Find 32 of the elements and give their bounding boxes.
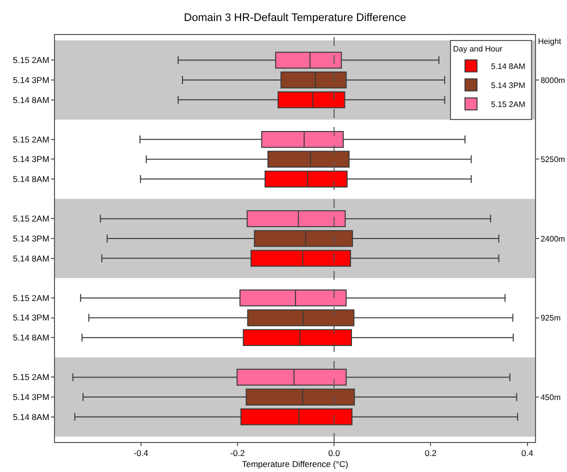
x-tick-label: 0.0 xyxy=(328,448,340,458)
legend-title: Day and Hour xyxy=(453,44,503,54)
y-tick-label: 5250m xyxy=(540,155,566,164)
x-tick-label: 0.4 xyxy=(521,448,534,458)
x-tick-label: -0.2 xyxy=(230,448,246,458)
y-tick-label: 2400m xyxy=(540,234,566,244)
text: 5.14 3PM xyxy=(12,392,50,402)
text: 5.15 2AM xyxy=(12,55,50,66)
y-tick-label: 450m xyxy=(540,392,561,402)
text: 5.15 2AM xyxy=(12,372,50,382)
text: 5.14 3PM xyxy=(12,312,50,323)
text: 5.15 2AM xyxy=(12,134,50,144)
text: 5.14 3PM xyxy=(12,233,50,244)
chart-title: Domain 3 HR-Default Temperature Difference xyxy=(184,12,406,24)
text: 5.14 8AM xyxy=(12,332,50,343)
y-tick-label: 925m xyxy=(540,314,561,323)
legend-label: 5.15 2AM xyxy=(491,100,526,110)
text: 5.14 8AM xyxy=(12,253,50,264)
y-tick-label: 8000m xyxy=(540,76,566,85)
x-tick-label: 0.2 xyxy=(424,448,437,458)
x-axis-title: Temperature Difference (°C) xyxy=(242,459,348,469)
text: 5.14 3PM xyxy=(12,154,50,164)
text: 5.15 2AM xyxy=(12,214,50,224)
text: 5.14 8AM xyxy=(12,412,50,422)
text: 5.14 3PM xyxy=(12,74,50,85)
text: 5.14 8AM xyxy=(12,94,50,105)
legend-label: 5.14 8AM xyxy=(491,62,526,72)
x-tick-label: -0.4 xyxy=(134,448,149,458)
legend-label: 5.14 3PM xyxy=(491,81,526,90)
text: 5.15 2AM xyxy=(12,292,50,303)
y-axis-title: Height xyxy=(538,37,562,46)
text: 5.14 8AM xyxy=(12,174,50,184)
